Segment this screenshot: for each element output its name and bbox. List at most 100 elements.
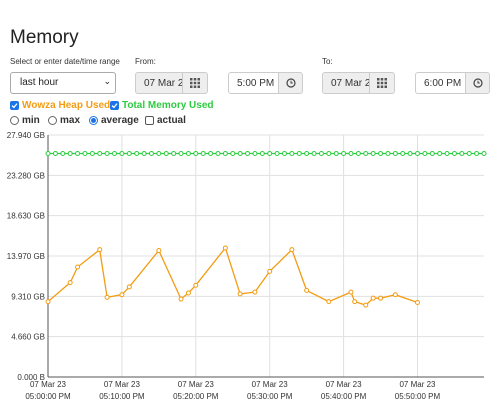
- agg-max-radio[interactable]: max: [48, 115, 80, 126]
- x-tick-time-label: 05:40:00 PM: [321, 392, 367, 401]
- data-point: [178, 296, 184, 302]
- from-date-input[interactable]: 07 Mar 23: [135, 72, 183, 94]
- data-point: [67, 151, 73, 157]
- radio-icon: [48, 116, 57, 125]
- data-point: [289, 247, 295, 253]
- x-tick-time-label: 05:10:00 PM: [99, 392, 145, 401]
- data-point: [67, 280, 73, 286]
- data-point: [119, 151, 125, 157]
- data-point: [200, 151, 206, 157]
- data-point: [97, 247, 103, 253]
- range-select[interactable]: last hour ⌄: [10, 72, 116, 94]
- agg-max-label: max: [60, 115, 81, 126]
- x-tick-date-label: 07 Mar 23: [30, 380, 67, 389]
- data-point: [326, 151, 332, 157]
- data-point: [237, 291, 243, 297]
- data-point: [378, 151, 384, 157]
- agg-average-radio[interactable]: average: [89, 115, 139, 126]
- data-point: [178, 151, 184, 157]
- data-point: [156, 248, 162, 254]
- data-point: [370, 295, 376, 301]
- data-point: [363, 302, 369, 308]
- data-point: [352, 299, 358, 305]
- y-tick-label: 9.310 GB: [11, 292, 45, 301]
- data-point: [326, 299, 332, 305]
- data-point: [429, 151, 435, 157]
- data-point: [296, 151, 302, 157]
- data-point: [245, 151, 251, 157]
- data-point: [163, 151, 169, 157]
- to-time-input[interactable]: 6:00 PM: [415, 72, 466, 94]
- data-point: [222, 245, 228, 251]
- from-time-input[interactable]: 5:00 PM: [228, 72, 279, 94]
- from-clock-button[interactable]: [278, 72, 303, 94]
- data-point: [289, 151, 295, 157]
- data-point: [104, 151, 110, 157]
- x-tick-time-label: 05:50:00 PM: [395, 392, 441, 401]
- data-point: [112, 151, 118, 157]
- data-point: [474, 151, 480, 157]
- data-point: [134, 151, 140, 157]
- data-point: [378, 295, 384, 301]
- data-point: [126, 151, 132, 157]
- data-point: [451, 151, 457, 157]
- heap-series-toggle[interactable]: Wowza Heap Used: [10, 100, 110, 111]
- data-point: [422, 151, 428, 157]
- data-point: [259, 151, 265, 157]
- data-point: [341, 151, 347, 157]
- radio-selected-icon: [89, 116, 98, 125]
- x-tick-time-label: 05:00:00 PM: [25, 392, 71, 401]
- data-point: [237, 151, 243, 157]
- data-point: [45, 299, 51, 305]
- y-tick-label: 27.940 GB: [7, 131, 45, 140]
- data-point: [185, 151, 191, 157]
- data-point: [193, 282, 199, 288]
- range-label: Select or enter date/time range: [10, 57, 120, 66]
- heap-series-label: Wowza Heap Used: [22, 100, 111, 111]
- data-point: [318, 151, 324, 157]
- range-select-value: last hour: [20, 77, 59, 88]
- data-point: [459, 151, 465, 157]
- y-tick-label: 13.970 GB: [7, 252, 45, 261]
- data-point: [60, 151, 66, 157]
- data-point: [75, 264, 81, 270]
- data-point: [311, 151, 317, 157]
- data-point: [281, 151, 287, 157]
- data-point: [230, 151, 236, 157]
- data-point: [119, 292, 125, 298]
- total-series-label: Total Memory Used: [122, 100, 214, 111]
- data-point: [126, 284, 132, 290]
- data-point: [304, 151, 310, 157]
- data-point: [89, 151, 95, 157]
- data-point: [414, 300, 420, 306]
- radio-icon: [10, 116, 19, 125]
- data-point: [156, 151, 162, 157]
- data-point: [355, 151, 361, 157]
- x-tick-time-label: 05:20:00 PM: [173, 392, 219, 401]
- data-point: [348, 289, 354, 295]
- to-clock-button[interactable]: [465, 72, 490, 94]
- x-tick-date-label: 07 Mar 23: [399, 380, 436, 389]
- data-point: [444, 151, 450, 157]
- data-point: [437, 151, 443, 157]
- x-tick-date-label: 07 Mar 23: [104, 380, 141, 389]
- from-label: From:: [135, 57, 156, 66]
- to-calendar-button[interactable]: [369, 72, 395, 94]
- checkbox-checked-icon: [110, 101, 119, 110]
- data-point: [481, 151, 487, 157]
- data-point: [222, 151, 228, 157]
- from-calendar-button[interactable]: [182, 72, 208, 94]
- to-label: To:: [322, 57, 333, 66]
- agg-actual-checkbox[interactable]: actual: [145, 115, 186, 126]
- to-date-input[interactable]: 07 Mar 23: [322, 72, 370, 94]
- data-point: [252, 151, 258, 157]
- data-point: [274, 151, 280, 157]
- y-tick-label: 18.630 GB: [7, 212, 45, 221]
- x-tick-time-label: 05:30:00 PM: [247, 392, 293, 401]
- agg-min-radio[interactable]: min: [10, 115, 40, 126]
- data-point: [267, 268, 273, 274]
- data-point: [185, 290, 191, 296]
- checkbox-checked-icon: [10, 101, 19, 110]
- agg-average-label: average: [101, 115, 139, 126]
- total-series-toggle[interactable]: Total Memory Used: [110, 100, 214, 111]
